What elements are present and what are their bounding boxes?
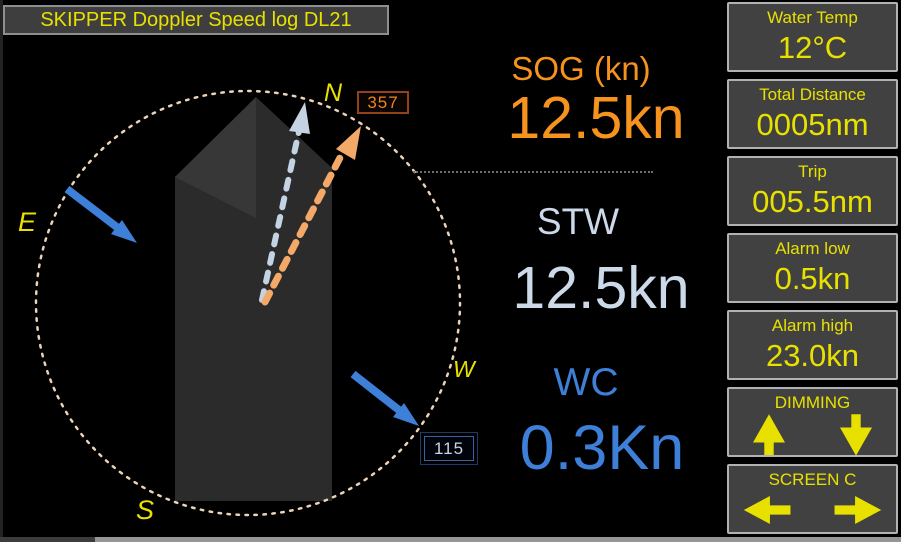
screen-select-panel: SCREEN C: [727, 464, 898, 534]
arrow-up-icon: [753, 414, 785, 455]
alarm-low-panel: Alarm low 0.5kn: [727, 233, 898, 303]
bezel-left-edge: [0, 0, 3, 542]
wc-label: WC: [553, 361, 619, 404]
ship-silhouette: [175, 97, 332, 501]
screen-next-button[interactable]: [830, 496, 882, 524]
heading-value-box: 357: [357, 91, 409, 114]
compass-ring: [34, 89, 462, 517]
total-distance-value: 0005nm: [756, 107, 869, 142]
stw-heading-arrow: [259, 102, 310, 303]
total-distance-panel: Total Distance 0005nm: [727, 79, 898, 149]
compass-label-west: W: [453, 356, 477, 382]
compass-label-north: N: [324, 79, 343, 107]
wc-value: 0.3Kn: [519, 413, 685, 483]
stw-label: STW: [536, 201, 620, 242]
arrow-right-icon: [834, 496, 882, 524]
alarm-high-label: Alarm high: [771, 316, 854, 335]
alarm-high-value: 23.0kn: [765, 338, 860, 373]
dimming-up-button[interactable]: [753, 414, 785, 455]
sog-course-arrow: [261, 126, 361, 306]
dimming-down-button[interactable]: [840, 414, 872, 455]
ship-bow-facet: [175, 97, 256, 218]
alarm-high-panel: Alarm high 23.0kn: [727, 310, 898, 380]
screen-select-label: SCREEN C: [768, 470, 857, 489]
current-arrow-east: [64, 185, 137, 243]
bearing-value-box: 115: [420, 432, 478, 465]
trip-panel: Trip 005.5nm: [727, 156, 898, 226]
trip-label: Trip: [798, 162, 827, 181]
compass-label-east: E: [18, 207, 37, 237]
total-distance-label: Total Distance: [759, 85, 866, 104]
compass-label-south: S: [136, 495, 154, 525]
alarm-low-value: 0.5kn: [774, 261, 851, 296]
compass-graphic: N E W S: [18, 79, 477, 525]
bezel-bottom-edge: [0, 537, 901, 542]
alarm-low-label: Alarm low: [775, 239, 850, 258]
water-temp-panel: Water Temp 12°C: [727, 2, 898, 72]
page-title: SKIPPER Doppler Speed log DL21: [3, 5, 389, 35]
sog-value: 12.5kn: [507, 85, 685, 151]
dimming-panel: DIMMING: [727, 387, 898, 457]
dimming-label: DIMMING: [774, 393, 851, 412]
sog-label: SOG (kn): [511, 50, 651, 87]
current-arrow-west: [350, 370, 419, 426]
water-temp-label: Water Temp: [767, 8, 858, 27]
sidebar: Water Temp 12°C Total Distance 0005nm Tr…: [727, 2, 898, 534]
stw-value: 12.5kn: [512, 255, 690, 321]
arrow-left-icon: [743, 496, 791, 524]
section-divider: [413, 171, 653, 173]
screen-prev-button[interactable]: [743, 496, 795, 524]
water-temp-value: 12°C: [777, 30, 848, 65]
arrow-down-icon: [840, 414, 872, 455]
trip-value: 005.5nm: [752, 184, 873, 219]
